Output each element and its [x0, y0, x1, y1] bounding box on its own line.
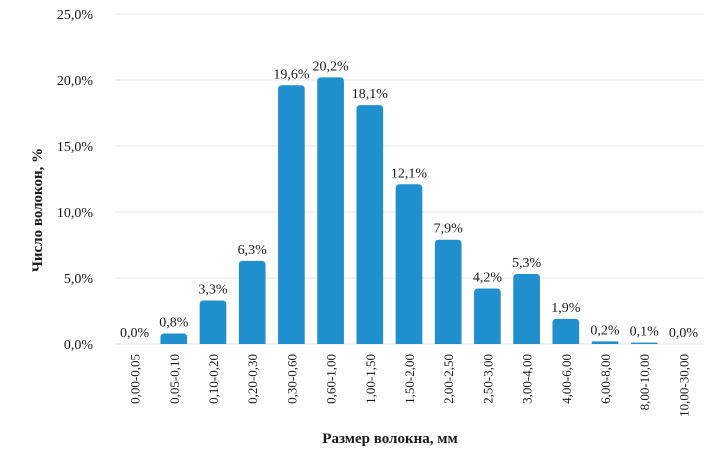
- data-label: 1,9%: [551, 301, 581, 316]
- y-axis-title: Число волокон, %: [30, 148, 46, 272]
- data-label: 4,2%: [473, 271, 503, 286]
- x-tick-label: 0,60-1,00: [324, 354, 339, 404]
- x-tick-label: 1,00-1,50: [363, 354, 378, 404]
- bar: [395, 184, 423, 344]
- bar: [356, 105, 384, 344]
- x-tick-label: 0,00-0,05: [128, 354, 143, 404]
- bar: [317, 77, 344, 345]
- data-label: 0,1%: [630, 325, 660, 340]
- bar: [630, 342, 658, 344]
- data-label: 5,3%: [512, 256, 542, 271]
- x-axis-title: Размер волокна, мм: [322, 431, 457, 447]
- bar: [278, 85, 305, 344]
- data-label: 0,8%: [159, 315, 189, 330]
- x-tick-label: 0,10-0,20: [206, 354, 221, 404]
- x-tick-label: 0,20-0,30: [245, 354, 260, 404]
- bar: [591, 341, 619, 344]
- bar: [552, 318, 580, 344]
- y-tick-label: 5,0%: [64, 272, 94, 287]
- bars: [160, 77, 658, 345]
- x-tick-label: 6,00-8,00: [598, 354, 613, 404]
- x-tick-label: 4,00-6,00: [559, 354, 574, 404]
- bar: [160, 333, 188, 344]
- data-labels: 0,0% 0,8% 3,3% 6,3% 19,6%20,2%18,1% 12,1% 7,9%…: [120, 59, 698, 341]
- data-label: 7,9%: [434, 222, 464, 237]
- x-tick-label: 0,30-0,60: [284, 354, 299, 404]
- x-tick-label: 3,00-4,00: [520, 354, 535, 404]
- x-axis-ticks: 0,00-0,05 0,05-0,10 0,10-0,20 0,20-0,30 0,30…: [128, 354, 692, 417]
- bar: [238, 260, 266, 344]
- x-tick-label: 10,00-30,00: [676, 354, 691, 417]
- data-label: 20,2%: [313, 59, 350, 74]
- data-label: 3,3%: [198, 282, 228, 297]
- data-label: 12,1%: [391, 166, 428, 181]
- y-tick-label: 20,0%: [57, 74, 94, 89]
- data-label: 18,1%: [352, 87, 389, 102]
- x-tick-label: 2,00-2,50: [441, 354, 456, 404]
- bar: [199, 300, 227, 344]
- bar: [474, 288, 501, 344]
- y-tick-label: 25,0%: [57, 8, 94, 23]
- y-tick-label: 0,0%: [64, 338, 94, 353]
- x-tick-label: 2,50-3,00: [480, 354, 495, 404]
- y-tick-label: 10,0%: [57, 206, 94, 221]
- y-axis-ticks: 0,0% 5,0% 10,0% 15,0% 20,0% 25,0%: [57, 8, 94, 353]
- y-tick-label: 15,0%: [57, 140, 94, 155]
- data-label: 6,3%: [238, 243, 268, 258]
- data-label: 0,2%: [590, 323, 620, 338]
- data-label: 19,6%: [273, 67, 310, 82]
- x-tick-label: 8,00-10,00: [637, 354, 652, 410]
- x-tick-label: 0,05-0,10: [167, 354, 182, 404]
- data-label: 0,0%: [669, 326, 699, 341]
- bar: [434, 239, 462, 344]
- x-tick-label: 1,50-2,00: [402, 354, 417, 404]
- bar: [513, 274, 540, 344]
- data-label: 0,0%: [120, 326, 150, 341]
